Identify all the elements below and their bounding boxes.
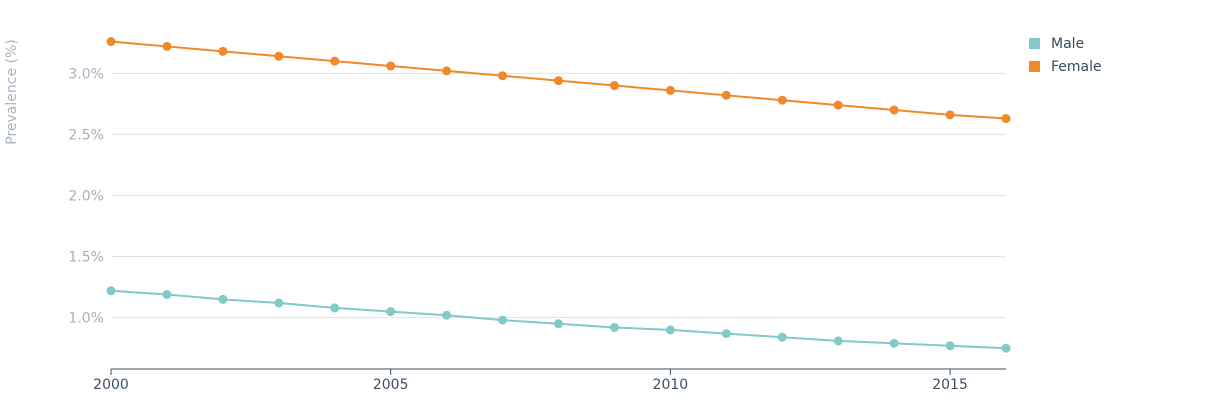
x-tick-label: 2005	[373, 377, 409, 393]
data-point-male[interactable]	[945, 341, 955, 351]
data-point-male[interactable]	[1001, 343, 1011, 353]
data-point-female[interactable]	[218, 46, 228, 56]
data-point-male[interactable]	[665, 325, 675, 335]
data-point-female[interactable]	[833, 100, 843, 110]
y-tick-labels: 1.0% 1.5% 2.0% 2.5% 3.0%	[68, 66, 104, 326]
data-point-female[interactable]	[330, 56, 340, 66]
series-lines	[106, 37, 1011, 353]
data-point-male[interactable]	[721, 329, 731, 339]
data-point-female[interactable]	[777, 95, 787, 105]
data-point-female[interactable]	[665, 85, 675, 95]
data-point-female[interactable]	[442, 66, 452, 76]
legend-swatch-male	[1029, 38, 1040, 49]
data-point-male[interactable]	[777, 332, 787, 342]
data-point-male[interactable]	[386, 307, 396, 317]
data-point-male[interactable]	[498, 315, 508, 325]
data-point-male[interactable]	[442, 310, 452, 320]
data-point-female[interactable]	[274, 51, 284, 61]
data-point-male[interactable]	[609, 322, 619, 332]
x-tick-label: 2010	[653, 377, 689, 393]
legend-item-female[interactable]: Female	[1029, 55, 1102, 78]
legend-label-male: Male	[1051, 35, 1085, 52]
grid-lines	[111, 72, 1006, 319]
y-axis-label: Prevalence (%)	[4, 39, 20, 145]
y-tick-label: 2.5%	[68, 127, 104, 143]
data-point-female[interactable]	[106, 37, 116, 47]
data-point-female[interactable]	[1001, 114, 1011, 124]
data-point-female[interactable]	[609, 81, 619, 91]
legend-item-male[interactable]: Male	[1029, 32, 1102, 55]
data-point-female[interactable]	[721, 90, 731, 100]
data-point-male[interactable]	[889, 338, 899, 348]
data-point-male[interactable]	[554, 319, 563, 329]
data-point-male[interactable]	[218, 294, 228, 304]
data-point-female[interactable]	[889, 105, 899, 115]
data-point-female[interactable]	[162, 41, 172, 51]
legend-label-female: Female	[1051, 58, 1102, 75]
data-point-male[interactable]	[106, 286, 116, 296]
data-point-female[interactable]	[554, 76, 563, 86]
data-point-female[interactable]	[498, 71, 508, 81]
data-point-female[interactable]	[386, 61, 396, 71]
y-tick-label: 1.5%	[68, 250, 104, 266]
data-point-male[interactable]	[833, 336, 843, 346]
data-point-male[interactable]	[274, 298, 284, 308]
y-tick-label: 1.0%	[68, 311, 104, 327]
x-axis: 2000 2005 2010 2015	[93, 368, 1006, 393]
y-tick-label: 2.0%	[68, 189, 104, 205]
legend-swatch-female	[1029, 61, 1040, 72]
legend: Male Female	[1029, 32, 1102, 78]
data-point-male[interactable]	[162, 289, 172, 299]
y-tick-label: 3.0%	[68, 66, 104, 82]
data-point-male[interactable]	[330, 303, 340, 313]
data-point-female[interactable]	[945, 110, 955, 120]
x-tick-label: 2000	[93, 377, 129, 393]
x-tick-label: 2015	[932, 377, 968, 393]
